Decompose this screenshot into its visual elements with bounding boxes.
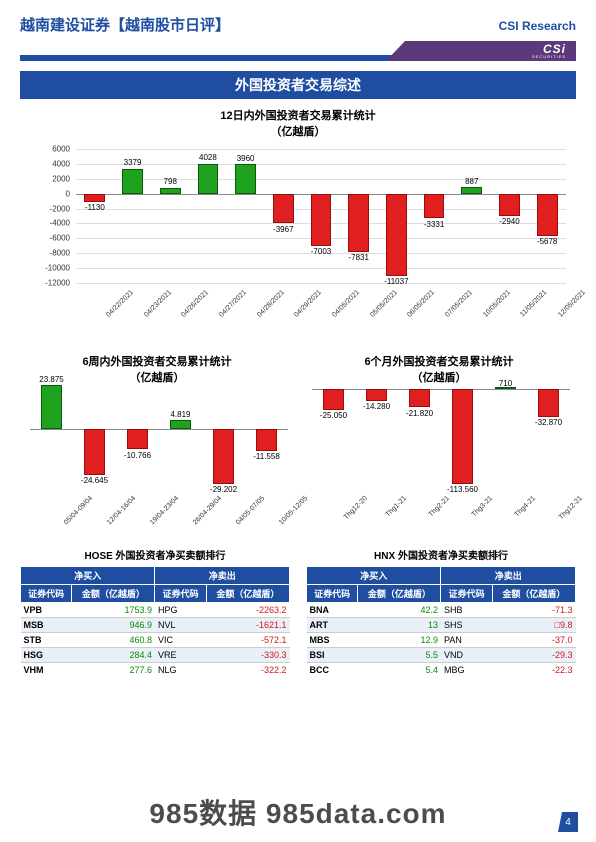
watermark: 985数据 985data.com (0, 792, 596, 832)
section-banner: 外国投资者交易综述 (20, 71, 576, 99)
page-number: 4 (558, 812, 578, 832)
chart3-6month: 6个月外国投资者交易累计统计（亿越盾） -25.050-14.280-21.82… (302, 345, 576, 535)
header-title-left: 越南建设证券【越南股市日评】 (20, 14, 230, 35)
csi-logo-sub: SECURITIES (532, 54, 566, 59)
chart1-title: 12日内外国投资者交易累计统计（亿越盾） (0, 107, 596, 139)
page-header: 越南建设证券【越南股市日评】 CSI Research (0, 0, 596, 41)
chart2-6week: 6周内外国投资者交易累计统计（亿越盾） 23.875-24.645-10.766… (20, 345, 294, 535)
table-hnx: HNX 外国投资者净买卖额排行 净买入净卖出证券代码金额（亿越盾）证券代码金额（… (306, 547, 576, 677)
brand-bar: CSi SECURITIES (20, 41, 576, 63)
header-title-right: CSI Research (499, 19, 576, 33)
table-hose: HOSE 外国投资者净买卖额排行 净买入净卖出证券代码金额（亿越盾）证券代码金额… (20, 547, 290, 677)
chart1-12day: -12000-10000-8000-6000-4000-200002000400… (20, 141, 576, 341)
